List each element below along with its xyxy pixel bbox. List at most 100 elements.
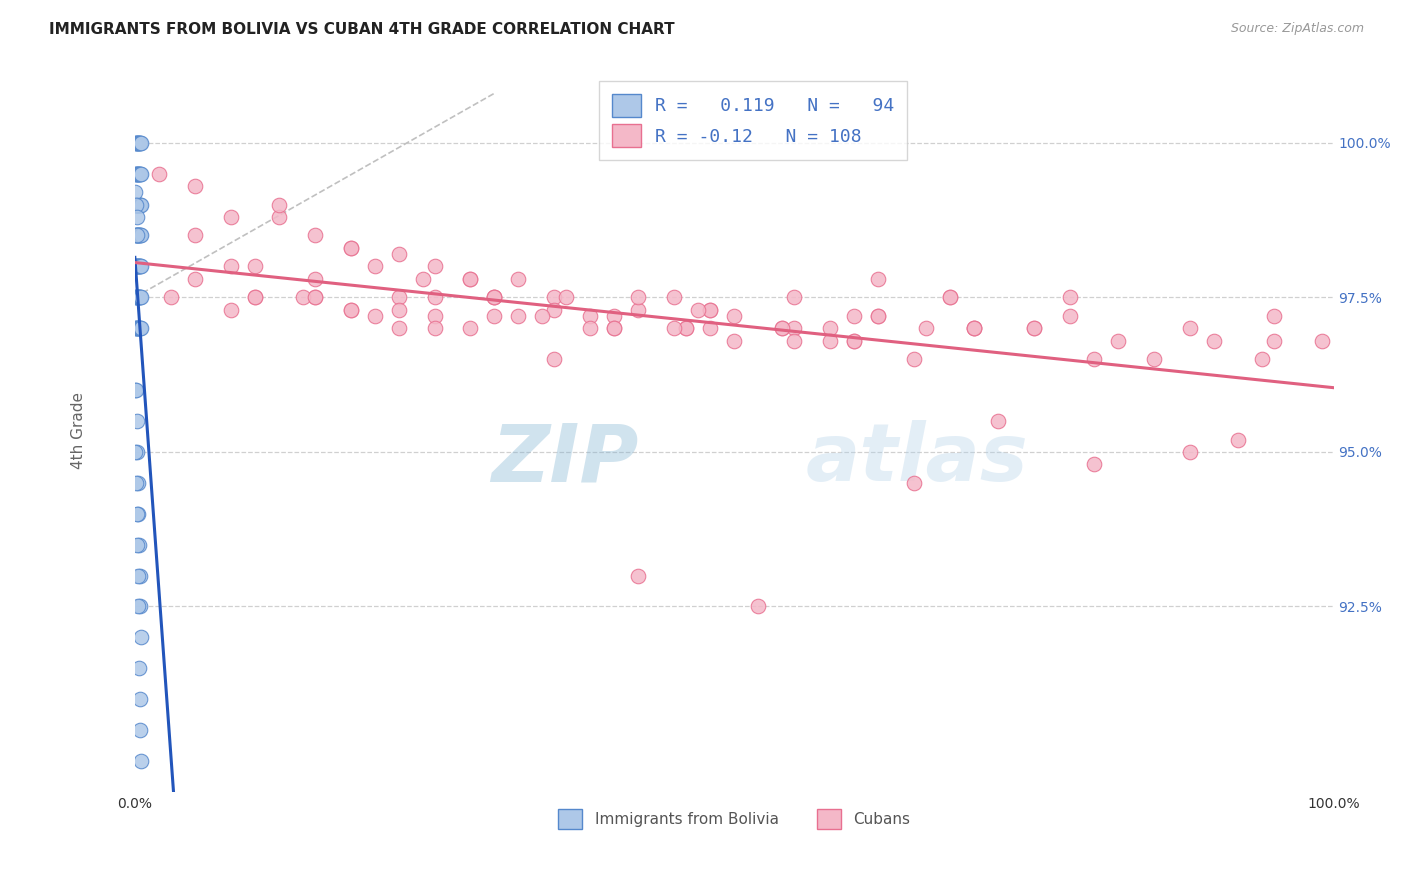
Point	[127, 599, 149, 614]
Point	[125, 228, 148, 243]
Point	[508, 272, 530, 286]
Text: ZIP: ZIP	[491, 420, 638, 498]
Point	[423, 309, 446, 323]
Point	[1310, 334, 1333, 348]
Point	[219, 302, 242, 317]
Point	[842, 309, 865, 323]
Point	[675, 321, 697, 335]
Point	[127, 228, 149, 243]
Point	[129, 197, 152, 211]
Point	[963, 321, 986, 335]
Point	[243, 290, 266, 304]
Point	[267, 197, 290, 211]
Point	[963, 321, 986, 335]
Point	[124, 290, 146, 304]
Point	[460, 272, 482, 286]
Point	[1107, 334, 1129, 348]
Point	[128, 568, 150, 582]
Point	[127, 475, 149, 490]
Point	[127, 290, 149, 304]
Point	[127, 197, 149, 211]
Point	[127, 260, 149, 274]
Point	[125, 197, 148, 211]
Y-axis label: 4th Grade: 4th Grade	[72, 392, 86, 468]
Point	[125, 197, 148, 211]
Point	[128, 692, 150, 706]
Point	[129, 754, 152, 768]
Point	[128, 197, 150, 211]
Point	[387, 302, 409, 317]
Point	[627, 290, 650, 304]
Point	[304, 228, 326, 243]
Point	[484, 309, 506, 323]
Point	[127, 197, 149, 211]
Point	[125, 228, 148, 243]
Point	[818, 321, 841, 335]
Point	[125, 290, 148, 304]
Point	[128, 321, 150, 335]
Point	[1202, 334, 1225, 348]
Point	[484, 290, 506, 304]
Point	[124, 167, 146, 181]
Point	[699, 302, 721, 317]
Point	[963, 321, 986, 335]
Point	[125, 197, 148, 211]
Point	[124, 185, 146, 199]
Point	[128, 197, 150, 211]
Point	[747, 599, 769, 614]
Point	[723, 309, 745, 323]
Point	[128, 136, 150, 150]
Point	[783, 334, 806, 348]
Point	[243, 260, 266, 274]
Point	[128, 661, 150, 675]
Point	[129, 228, 152, 243]
Point	[243, 290, 266, 304]
Point	[129, 260, 152, 274]
Point	[159, 290, 181, 304]
Point	[579, 309, 602, 323]
Point	[125, 321, 148, 335]
Point	[1263, 334, 1285, 348]
Point	[129, 197, 152, 211]
Point	[127, 321, 149, 335]
Point	[531, 309, 554, 323]
Point	[484, 290, 506, 304]
Point	[128, 167, 150, 181]
Point	[127, 290, 149, 304]
Point	[304, 272, 326, 286]
Point	[363, 309, 385, 323]
Point	[363, 260, 385, 274]
Point	[125, 136, 148, 150]
Point	[125, 136, 148, 150]
Point	[125, 260, 148, 274]
Point	[127, 260, 149, 274]
Point	[127, 568, 149, 582]
Point	[939, 290, 962, 304]
Point	[1083, 457, 1105, 471]
Point	[125, 507, 148, 521]
Point	[219, 260, 242, 274]
Point	[127, 228, 149, 243]
Point	[127, 136, 149, 150]
Point	[304, 290, 326, 304]
Point	[128, 228, 150, 243]
Point	[129, 631, 152, 645]
Point	[1143, 352, 1166, 367]
Point	[129, 136, 152, 150]
Point	[460, 321, 482, 335]
Point	[127, 197, 149, 211]
Point	[412, 272, 434, 286]
Point	[129, 167, 152, 181]
Point	[699, 302, 721, 317]
Point	[127, 321, 149, 335]
Point	[125, 167, 148, 181]
Point	[723, 334, 745, 348]
Point	[128, 290, 150, 304]
Point	[124, 445, 146, 459]
Point	[939, 290, 962, 304]
Point	[579, 321, 602, 335]
Point	[127, 167, 149, 181]
Point	[129, 228, 152, 243]
Point	[129, 260, 152, 274]
Point	[129, 290, 152, 304]
